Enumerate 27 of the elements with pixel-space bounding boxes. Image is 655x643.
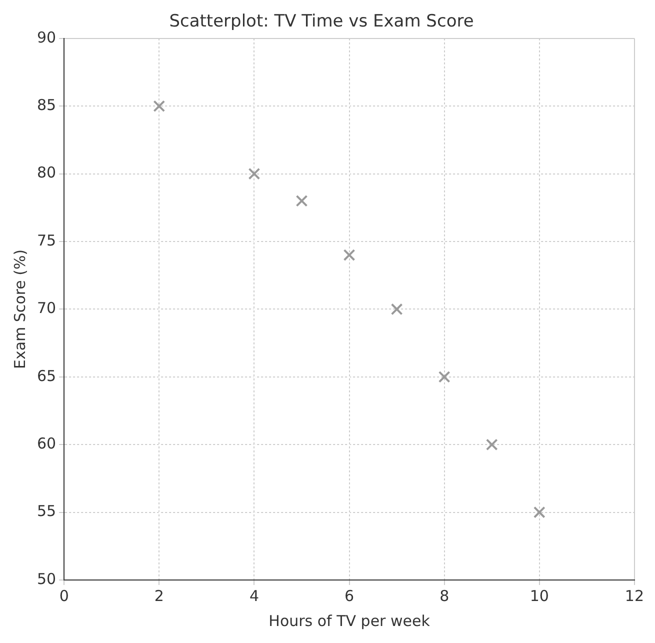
y-axis-title: Exam Score (%) (10, 249, 29, 370)
x-tick-label: 8 (440, 586, 450, 605)
y-tick-label: 80 (36, 164, 56, 182)
x-axis-title: Hours of TV per week (268, 612, 430, 630)
point (248, 168, 260, 180)
point (296, 194, 308, 207)
x-tick-label: 0 (59, 586, 69, 605)
y-tick-label: 65 (36, 366, 56, 385)
x-tick-label: 12 (624, 586, 644, 605)
y-tick-label: 55 (36, 502, 56, 520)
point (390, 303, 403, 316)
chart-title: Scatterplot: TV Time vs Exam Score (169, 12, 474, 32)
y-tick-label: 60 (36, 434, 56, 452)
y-tick-label: 90 (36, 28, 56, 46)
point (153, 100, 166, 112)
point (343, 249, 356, 261)
point (486, 438, 498, 451)
y-tick-label: 70 (36, 299, 56, 318)
x-tick-label: 10 (530, 586, 549, 605)
y-tick-label: 85 (36, 96, 56, 114)
point (438, 370, 450, 383)
y-tick-label: 50 (36, 570, 56, 588)
x-tick-label: 4 (249, 586, 259, 605)
x-tick-label: 2 (154, 586, 164, 605)
x-tick-label: 6 (344, 586, 354, 605)
point (533, 506, 546, 518)
y-tick-label: 75 (36, 231, 56, 250)
